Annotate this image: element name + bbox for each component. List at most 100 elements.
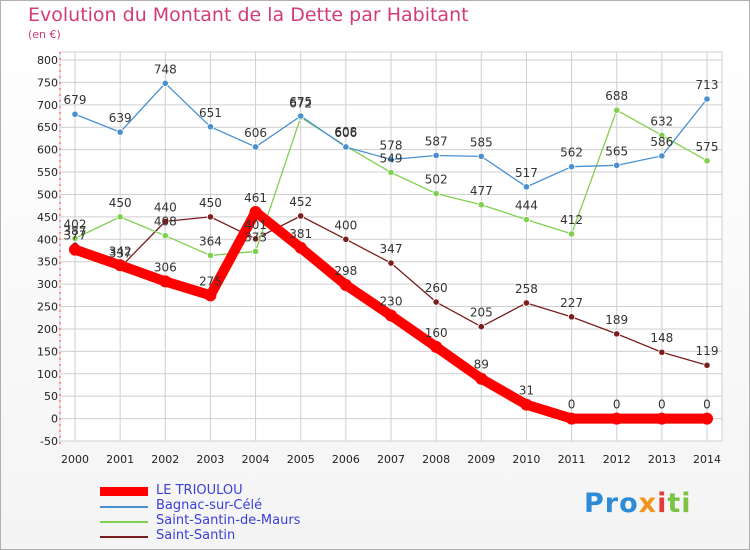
data-label: 575 — [696, 140, 719, 154]
data-label: 337 — [109, 247, 132, 261]
data-label: 377 — [64, 229, 87, 243]
data-label: 189 — [605, 313, 628, 327]
legend-label: LE TRIOULOU — [156, 483, 243, 498]
data-point — [658, 348, 666, 356]
data-label: 402 — [64, 217, 87, 231]
data-point — [71, 110, 79, 118]
data-point — [206, 251, 215, 260]
data-point — [565, 412, 578, 425]
legend-label: Bagnac-sur-Célé — [156, 498, 263, 513]
data-point — [703, 361, 711, 369]
data-point — [658, 131, 666, 139]
data-point — [161, 217, 169, 225]
data-label: 347 — [380, 242, 403, 256]
data-label: 502 — [425, 173, 448, 187]
data-label: 230 — [380, 294, 403, 308]
data-label: 562 — [560, 146, 583, 160]
data-point — [387, 259, 395, 267]
data-label: 586 — [650, 135, 673, 149]
chart-unit-label: (en €) — [28, 28, 61, 41]
data-label: 0 — [568, 398, 576, 412]
data-label: 31 — [519, 384, 534, 398]
data-label: 306 — [154, 260, 177, 274]
x-tick-label: 2004 — [242, 453, 270, 466]
data-label: 205 — [470, 306, 493, 320]
data-point — [339, 279, 352, 292]
x-tick-label: 2000 — [61, 453, 89, 466]
legend-swatch — [100, 506, 148, 508]
y-tick-label: 200 — [37, 323, 58, 336]
data-label: 461 — [244, 191, 267, 205]
data-label: 298 — [334, 264, 357, 278]
data-label: 275 — [199, 274, 222, 288]
x-tick-label: 2001 — [106, 453, 134, 466]
x-tick-label: 2005 — [287, 453, 315, 466]
y-tick-label: 150 — [37, 345, 58, 358]
y-tick-label: -50 — [40, 435, 58, 448]
y-tick-label: 550 — [37, 166, 58, 179]
data-point — [703, 95, 711, 103]
data-point — [701, 412, 713, 425]
y-tick-label: 0 — [51, 413, 58, 426]
data-point — [522, 183, 531, 191]
data-label: 227 — [560, 296, 583, 310]
y-tick-label: 650 — [37, 121, 58, 134]
y-tick-label: 250 — [37, 301, 58, 314]
data-label: 632 — [650, 114, 673, 128]
data-point — [342, 143, 350, 151]
data-label: 651 — [199, 106, 222, 120]
data-point — [385, 309, 397, 322]
y-tick-label: 500 — [37, 188, 58, 201]
legend-swatch — [100, 521, 148, 523]
data-label: 713 — [696, 78, 719, 92]
data-label: 258 — [515, 282, 538, 296]
data-label: 444 — [515, 199, 538, 213]
data-point — [116, 213, 124, 221]
y-tick-label: 400 — [37, 233, 58, 246]
data-point — [522, 299, 531, 307]
data-label: 373 — [244, 230, 267, 244]
data-label: 160 — [425, 326, 448, 340]
data-label: 89 — [474, 358, 489, 372]
data-label: 675 — [289, 95, 312, 109]
y-tick-label: 700 — [37, 99, 58, 112]
data-point — [161, 79, 169, 87]
data-label: 450 — [199, 196, 222, 210]
data-point — [387, 168, 395, 177]
data-label: 401 — [244, 218, 267, 232]
legend-swatch — [100, 536, 148, 538]
data-label: 119 — [696, 344, 719, 358]
data-point — [613, 106, 621, 114]
data-label: 0 — [658, 398, 666, 412]
data-point — [610, 412, 623, 425]
data-label: 342 — [109, 244, 132, 258]
data-label: 381 — [289, 227, 312, 241]
data-label: 440 — [154, 200, 177, 214]
data-point — [658, 152, 666, 160]
data-point — [432, 298, 440, 306]
x-tick-label: 2003 — [196, 453, 224, 466]
x-tick-label: 2010 — [512, 453, 540, 466]
data-label: 688 — [605, 89, 628, 103]
data-label: 364 — [199, 234, 222, 248]
data-point — [475, 372, 488, 385]
data-label: 400 — [334, 218, 357, 232]
data-label: 0 — [613, 398, 621, 412]
y-tick-label: 100 — [37, 368, 58, 381]
x-tick-label: 2009 — [467, 453, 495, 466]
data-point — [567, 230, 576, 238]
proxiti-logo: Proxiti — [584, 488, 692, 519]
legend-label: Saint-Santin-de-Maurs — [156, 513, 301, 528]
data-point — [613, 330, 621, 338]
data-label: 587 — [425, 134, 448, 148]
data-point — [294, 241, 307, 254]
y-tick-label: 800 — [37, 54, 58, 67]
data-point — [297, 212, 305, 220]
legend-label: Saint-Santin — [156, 528, 236, 543]
x-tick-label: 2013 — [648, 453, 676, 466]
data-point — [71, 234, 79, 242]
data-point — [430, 340, 443, 353]
data-label: 679 — [64, 93, 87, 107]
data-point — [477, 323, 485, 331]
data-label: 565 — [605, 144, 628, 158]
